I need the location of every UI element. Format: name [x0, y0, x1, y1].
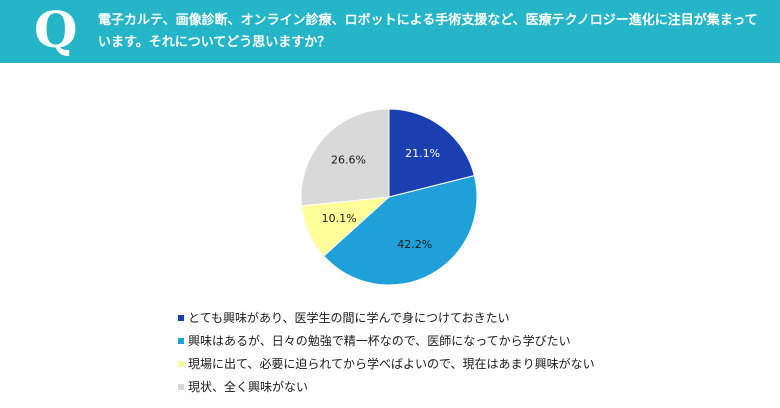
legend-label: 興味はあるが、日々の勉強で精一杯なので、医師になってから学びたい: [188, 334, 571, 348]
legend-label: 現場に出て、必要に迫られてから学べばよいので、現在はあまり興味がない: [188, 357, 595, 371]
legend-item: 現状、全く興味がない: [178, 375, 595, 398]
legend-swatch: [178, 314, 184, 321]
question-banner: Q 電子カルテ、画像診断、オンライン診療、ロボットによる手術支援など、医療テクノ…: [0, 0, 780, 63]
legend-swatch: [178, 360, 184, 367]
q-badge: Q: [34, 0, 78, 59]
legend-label: とても興味があり、医学生の間に学んで身につけておきたい: [188, 311, 510, 325]
pie-chart: 21.1% 42.2% 10.1% 26.6%: [300, 108, 478, 286]
slice-data-label: 26.6%: [331, 153, 366, 166]
legend-item: とても興味があり、医学生の間に学んで身につけておきたい: [178, 306, 595, 329]
pie-slice: [388, 108, 475, 198]
pie-slice: [323, 175, 478, 286]
chart-legend: とても興味があり、医学生の間に学んで身につけておきたい 興味はあるが、日々の勉強…: [178, 306, 595, 398]
legend-item: 現場に出て、必要に迫られてから学べばよいので、現在はあまり興味がない: [178, 352, 595, 375]
legend-swatch: [178, 383, 184, 390]
legend-swatch: [178, 337, 184, 344]
question-text: 電子カルテ、画像診断、オンライン診療、ロボットによる手術支援など、医療テクノロジ…: [98, 13, 758, 50]
legend-label: 現状、全く興味がない: [188, 380, 309, 394]
slice-data-label: 10.1%: [322, 212, 357, 225]
legend-item: 興味はあるが、日々の勉強で精一杯なので、医師になってから学びたい: [178, 329, 595, 352]
pie-slice: [300, 108, 390, 207]
slice-data-label: 42.2%: [397, 238, 432, 251]
slice-data-label: 21.1%: [405, 147, 440, 160]
